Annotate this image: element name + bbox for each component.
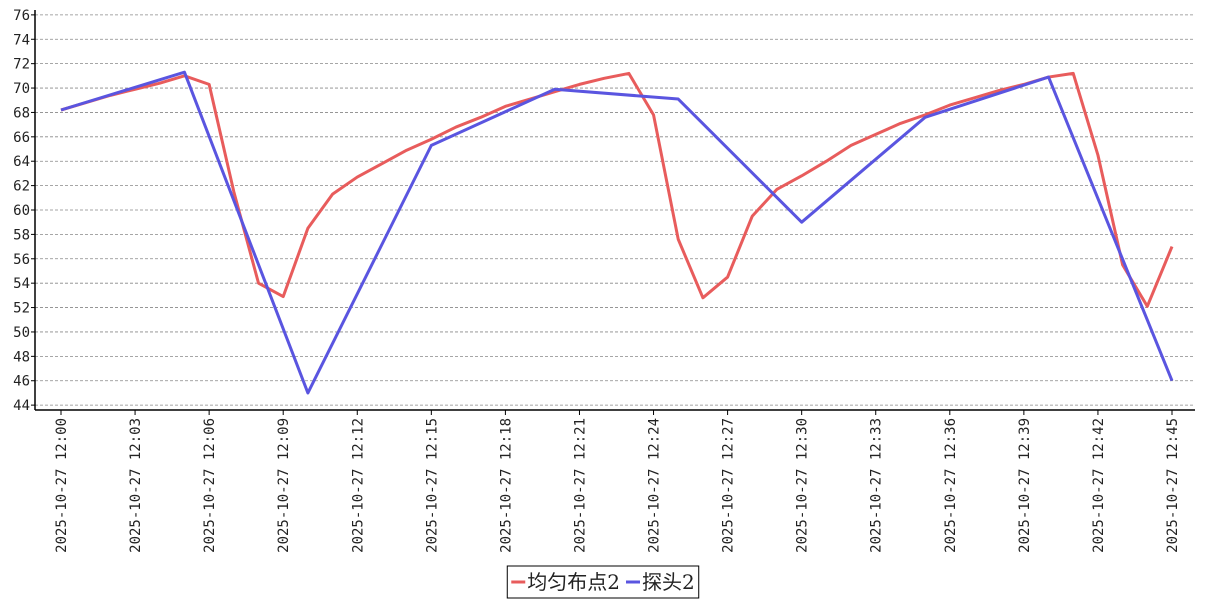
- y-tick-label: 50: [13, 325, 30, 341]
- line-series: [60, 71, 1174, 308]
- y-tick-label: 48: [13, 349, 30, 365]
- y-tick-label: 68: [13, 105, 30, 121]
- y-tick-label: 72: [13, 57, 30, 73]
- y-tick-label: 64: [13, 154, 30, 170]
- x-tick-label: 2025-10-27 12:27: [721, 418, 737, 553]
- legend-label: 探头2: [642, 570, 695, 594]
- x-tick-label: 2025-10-27 12:36: [943, 418, 959, 553]
- x-tick-label: 2025-10-27 12:24: [647, 418, 663, 553]
- y-tick-label: 46: [13, 374, 30, 390]
- x-tick-label: 2025-10-27 12:00: [54, 418, 70, 553]
- y-tick-label: 74: [13, 32, 30, 48]
- y-tick-label: 66: [13, 130, 30, 146]
- x-tick-label: 2025-10-27 12:03: [128, 418, 144, 553]
- y-tick-label: 60: [13, 203, 30, 219]
- y-tick-label: 62: [13, 179, 30, 195]
- x-tick-label: 2025-10-27 12:30: [795, 418, 811, 553]
- x-tick-label: 2025-10-27 12:15: [424, 418, 440, 553]
- legend-label: 均匀布点2: [527, 570, 620, 594]
- y-tick-label: 54: [13, 276, 30, 292]
- x-tick-label: 2025-10-27 12:39: [1017, 418, 1033, 553]
- y-tick-label: 44: [13, 398, 30, 414]
- y-tick-label: 52: [13, 301, 30, 317]
- x-tick-label: 2025-10-27 12:06: [202, 418, 218, 553]
- y-tick-label: 58: [13, 227, 30, 243]
- y-tick-label: 70: [13, 81, 30, 97]
- line-series: [60, 70, 1174, 395]
- x-tick-label: 2025-10-27 12:09: [276, 418, 292, 553]
- x-tick-label: 2025-10-27 12:42: [1091, 418, 1107, 553]
- y-tick-label: 76: [13, 8, 30, 24]
- legend-box: [506, 565, 700, 599]
- x-tick-label: 2025-10-27 12:18: [498, 418, 514, 553]
- x-tick-label: 2025-10-27 12:12: [350, 418, 366, 553]
- legend: 均匀布点2 探头2: [506, 565, 700, 599]
- x-tick-label: 2025-10-27 12:45: [1165, 418, 1181, 553]
- x-tick-label: 2025-10-27 12:21: [572, 418, 588, 553]
- x-tick-label: 2025-10-27 12:33: [869, 418, 885, 553]
- y-tick-label: 56: [13, 252, 30, 268]
